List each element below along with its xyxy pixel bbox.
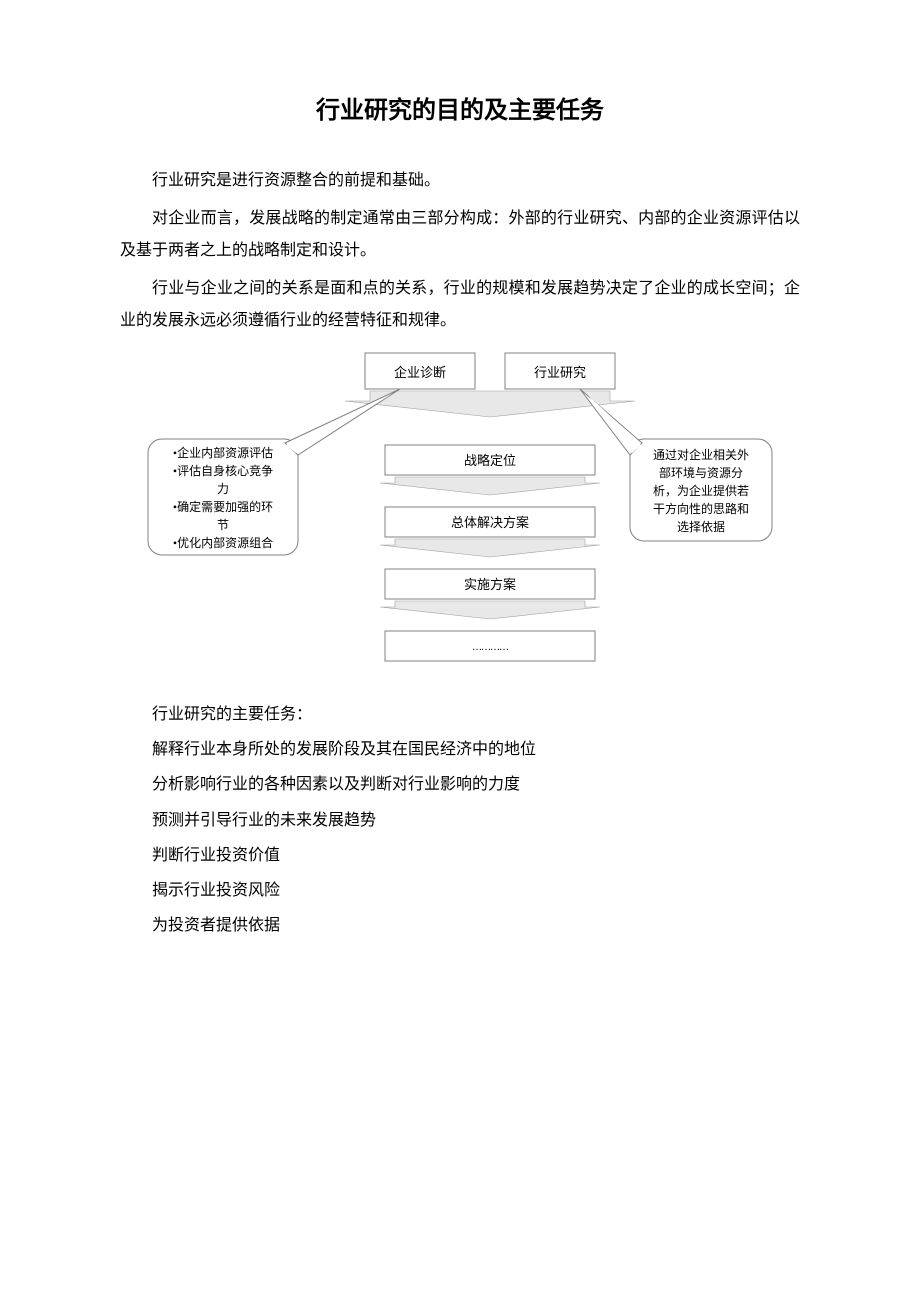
flow-diagram-svg: 企业诊断 行业研究 战略定位 总体解决方案 实施方案 ………… [140,347,780,677]
right-callout-l3: 析，为企业提供若 [653,483,749,498]
paragraph-2: 对企业而言，发展战略的制定通常由三部分构成：外部的行业研究、内部的企业资源评估以… [120,203,800,267]
arrow-step-3 [380,601,600,619]
left-callout-l6: •优化内部资源组合 [173,535,273,550]
arrow-step-2 [380,539,600,557]
task-2: 分析影响行业的各种因素以及判断对行业影响的力度 [120,767,800,802]
box-strategic-positioning-label: 战略定位 [464,453,516,468]
task-3: 预测并引导行业的未来发展趋势 [120,803,800,838]
task-5: 揭示行业投资风险 [120,873,800,908]
right-callout-pointer-mask [588,395,641,453]
right-callout-l2: 部环境与资源分 [659,465,743,480]
arrow-step-1 [380,477,600,495]
task-1: 解释行业本身所处的发展阶段及其在国民经济中的地位 [120,732,800,767]
box-ellipsis-label: ………… [472,642,508,653]
box-industry-research-label: 行业研究 [534,365,586,380]
paragraph-3: 行业与企业之间的关系是面和点的关系，行业的规模和发展趋势决定了企业的成长空间；企… [120,273,800,337]
tasks-heading: 行业研究的主要任务： [120,697,800,732]
left-callout-l3: 力 [217,482,229,496]
left-callout-l4: •确定需要加强的环 [173,499,273,514]
box-enterprise-diagnosis-label: 企业诊断 [394,365,446,380]
flow-diagram: 企业诊断 行业研究 战略定位 总体解决方案 实施方案 ………… [120,347,800,677]
paragraph-1: 行业研究是进行资源整合的前提和基础。 [120,165,800,197]
right-callout-l5: 选择依据 [677,519,725,534]
box-implementation-label: 实施方案 [464,577,516,592]
left-callout-pointer-mask [286,395,390,453]
document-page: 行业研究的目的及主要任务 行业研究是进行资源整合的前提和基础。 对企业而言，发展… [0,0,920,1003]
task-6: 为投资者提供依据 [120,908,800,943]
left-callout-l1: •企业内部资源评估 [173,445,273,460]
left-callout-l2: •评估自身核心竞争 [173,463,273,478]
box-overall-solution-label: 总体解决方案 [451,515,529,530]
right-callout-l1: 通过对企业相关外 [653,447,749,462]
right-callout-l4: 干方向性的思路和 [653,501,749,516]
page-title: 行业研究的目的及主要任务 [120,90,800,125]
tasks-section: 行业研究的主要任务： 解释行业本身所处的发展阶段及其在国民经济中的地位 分析影响… [120,697,800,943]
left-callout-l5: 节 [217,518,229,532]
task-4: 判断行业投资价值 [120,838,800,873]
